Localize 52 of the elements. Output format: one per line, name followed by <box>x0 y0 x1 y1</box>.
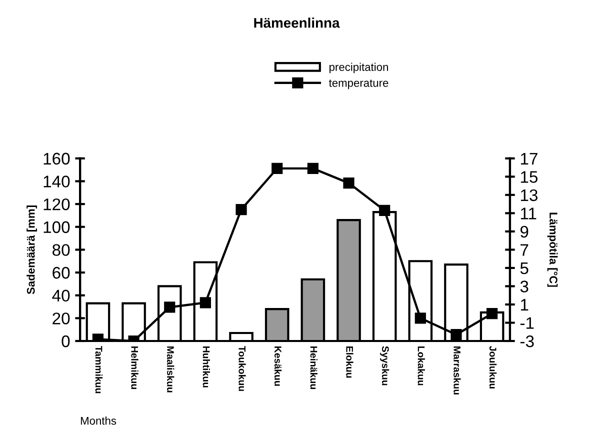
x-tick-label: Helmikuu <box>131 346 138 389</box>
y-tick-label: 0 <box>62 335 70 348</box>
bar <box>300 278 326 341</box>
chart-title: Hämeenlinna <box>254 18 340 28</box>
x-tick-label: Lokakuu <box>418 346 425 386</box>
y2-tick-label: 11 <box>520 208 536 220</box>
y2-tick-label: -1 <box>520 317 534 329</box>
y2-axis-title: Lämpötila [°C] <box>547 212 558 287</box>
point <box>450 329 462 340</box>
point <box>272 162 283 174</box>
x-tick-label: Elokuu <box>346 346 354 378</box>
y-tick-label: 160 <box>44 152 70 165</box>
y-tick-label: 40 <box>52 290 70 302</box>
x-tick-label: Syyskuu <box>380 346 390 386</box>
y-tick-label: 20 <box>52 312 70 324</box>
point <box>236 204 247 216</box>
bar <box>336 218 361 341</box>
bar <box>264 308 290 341</box>
point <box>307 162 318 174</box>
point <box>486 308 498 320</box>
y2-tick-label: 5 <box>520 262 528 274</box>
point <box>379 204 390 216</box>
y2-tick-label: -3 <box>520 335 534 348</box>
legend-label: precipitation <box>330 62 388 74</box>
point <box>343 177 354 189</box>
y-tick-label: 120 <box>44 198 70 210</box>
x-tick-label: Kesäkuu <box>274 346 282 386</box>
y-tick-label: 100 <box>44 221 70 234</box>
x-tick-label: Huhtikuu <box>202 346 210 388</box>
point <box>164 302 176 313</box>
x-tick-label: Marraskuu <box>454 346 461 394</box>
bar <box>229 332 254 341</box>
point <box>414 312 426 324</box>
y2-tick-label: 17 <box>520 152 538 164</box>
y-tick-label: 80 <box>52 244 70 256</box>
y2-tick-label: 1 <box>520 299 528 311</box>
x-tick-label: Heinäkuu <box>310 346 318 389</box>
y2-tick-label: 7 <box>520 244 528 256</box>
legend-label: temperature <box>328 80 388 90</box>
x-axis-title: Months <box>80 416 116 425</box>
y-axis-title: Sademäärä [mm] <box>26 206 37 294</box>
x-tick-label: Toukokuu <box>238 346 246 391</box>
y-tick-label: 60 <box>52 266 70 279</box>
y-tick-label: 140 <box>44 176 70 188</box>
x-tick-label: Joulukuu <box>489 346 497 388</box>
point <box>200 297 212 308</box>
y2-tick-label: 13 <box>520 189 538 202</box>
y2-tick-label: 9 <box>520 226 528 238</box>
y2-tick-label: 3 <box>520 280 528 292</box>
y2-tick-label: 15 <box>520 171 538 183</box>
x-tick-label: Tammikuu <box>95 346 102 394</box>
x-tick-label: Maaliskuu <box>167 346 174 392</box>
